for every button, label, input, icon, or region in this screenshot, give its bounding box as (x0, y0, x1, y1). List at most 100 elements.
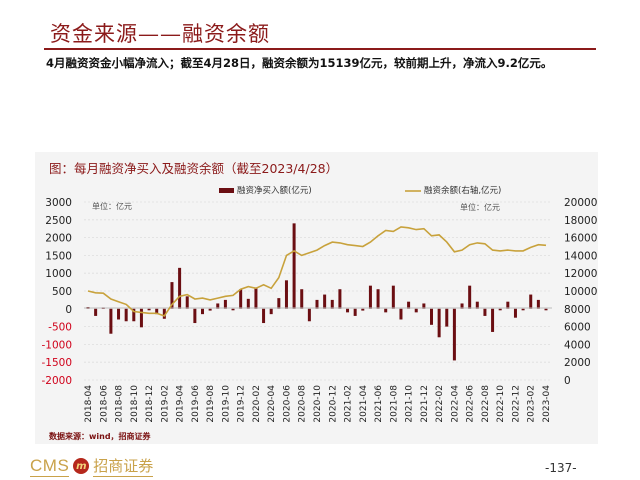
bar (368, 285, 372, 309)
bar (513, 308, 517, 318)
x-tick-label: 2022-06 (466, 385, 476, 423)
bar (277, 298, 281, 309)
bar (94, 308, 98, 316)
bar (422, 303, 426, 309)
bar (407, 301, 411, 309)
logo-cn: 招商证券 (93, 457, 154, 477)
right-tick-label: 4000 (564, 339, 591, 351)
x-tick-label: 2021-04 (359, 385, 369, 423)
right-tick-label: 18000 (564, 215, 597, 227)
bar (391, 285, 395, 309)
x-tick-label: 2019-10 (221, 385, 231, 423)
bar (239, 289, 243, 309)
footer-logo: CMS m 招商证券 (30, 455, 154, 477)
bar (468, 285, 472, 309)
x-tick-label: 2019-04 (176, 385, 186, 423)
bar (506, 301, 510, 309)
left-tick-label: 500 (52, 286, 72, 298)
x-tick-label: 2020-12 (328, 385, 338, 423)
legend-label-balance: 融资余额(右轴,亿元) (424, 185, 501, 196)
bar (254, 287, 258, 309)
x-tick-label: 2019-02 (160, 385, 170, 423)
unit-label-right: 单位：亿元 (460, 202, 500, 212)
x-tick-label: 2018-12 (145, 385, 155, 423)
chart-panel (35, 152, 598, 444)
bar (353, 308, 357, 316)
right-tick-label: 8000 (564, 304, 591, 316)
x-tick-label: 2020-08 (298, 385, 308, 423)
bar (445, 308, 449, 327)
bar (185, 296, 189, 309)
x-tick-label: 2018-06 (99, 385, 109, 423)
left-tick-label: -1000 (41, 339, 72, 351)
x-tick-label: 2019-08 (206, 385, 216, 423)
x-tick-label: 2022-10 (496, 385, 506, 423)
left-tick-label: 0 (65, 304, 72, 316)
title-rule (44, 48, 596, 50)
bar (338, 289, 342, 309)
bar (483, 308, 487, 316)
unit-label-left: 单位：亿元 (92, 201, 132, 211)
right-tick-label: 16000 (564, 233, 597, 245)
bar (292, 223, 296, 309)
logo-badge-icon: m (73, 458, 90, 474)
bar (269, 308, 273, 315)
left-tick-label: 2000 (45, 233, 72, 245)
x-tick-label: 2022-08 (481, 385, 491, 423)
bar (460, 303, 464, 309)
bar (231, 308, 235, 311)
x-tick-label: 2023-04 (542, 385, 552, 423)
bar (124, 308, 128, 322)
page-number: -137- (545, 461, 577, 475)
data-source: 数据来源：wind，招商证券 (49, 432, 151, 441)
x-tick-label: 2021-08 (389, 385, 399, 423)
left-tick-label: 1500 (45, 250, 72, 262)
x-tick-label: 2022-04 (450, 385, 460, 423)
bar (216, 303, 220, 309)
bar (162, 308, 166, 319)
bar (323, 294, 327, 309)
right-tick-label: 0 (564, 375, 571, 387)
bar (384, 308, 388, 313)
bar (109, 308, 113, 334)
bar (330, 299, 334, 309)
x-tick-label: 2021-10 (405, 385, 415, 423)
bar (430, 308, 433, 325)
bar (262, 308, 266, 324)
x-tick-label: 2022-02 (435, 385, 445, 423)
bar (193, 308, 197, 324)
bar (498, 308, 502, 311)
x-tick-label: 2018-08 (115, 385, 125, 423)
x-tick-label: 2020-04 (267, 385, 277, 423)
bar (315, 299, 319, 309)
left-axis: 3000 2500 2000 1500 1000 500 0 -500 -1000 -1500 -2… (41, 197, 72, 387)
left-tick-label: 2500 (45, 215, 72, 227)
bar (414, 308, 418, 313)
legend-bar-swatch (219, 188, 234, 193)
bar (246, 298, 250, 309)
bar (376, 289, 380, 309)
bar (170, 282, 174, 309)
x-tick-label: 2021-06 (374, 385, 384, 423)
bar (178, 267, 182, 309)
bar (521, 308, 525, 311)
left-tick-label: -500 (48, 322, 72, 334)
right-tick-label: 20000 (564, 197, 597, 209)
right-axis: 2000018000160001400012000100008000600040… (564, 197, 597, 387)
bar (536, 299, 540, 309)
bar (544, 308, 548, 311)
bar (475, 301, 479, 309)
bar (452, 308, 456, 361)
x-tick-label: 2020-06 (282, 385, 292, 423)
bar (132, 308, 136, 322)
bar (284, 280, 288, 309)
x-tick-label: 2019-06 (191, 385, 201, 423)
bar (307, 308, 311, 322)
x-tick-label: 2020-10 (313, 385, 323, 423)
left-tick-label: -1500 (41, 357, 72, 369)
bar (155, 308, 159, 315)
left-tick-label: -2000 (41, 375, 72, 387)
bar (117, 308, 121, 320)
right-tick-label: 2000 (564, 357, 591, 369)
